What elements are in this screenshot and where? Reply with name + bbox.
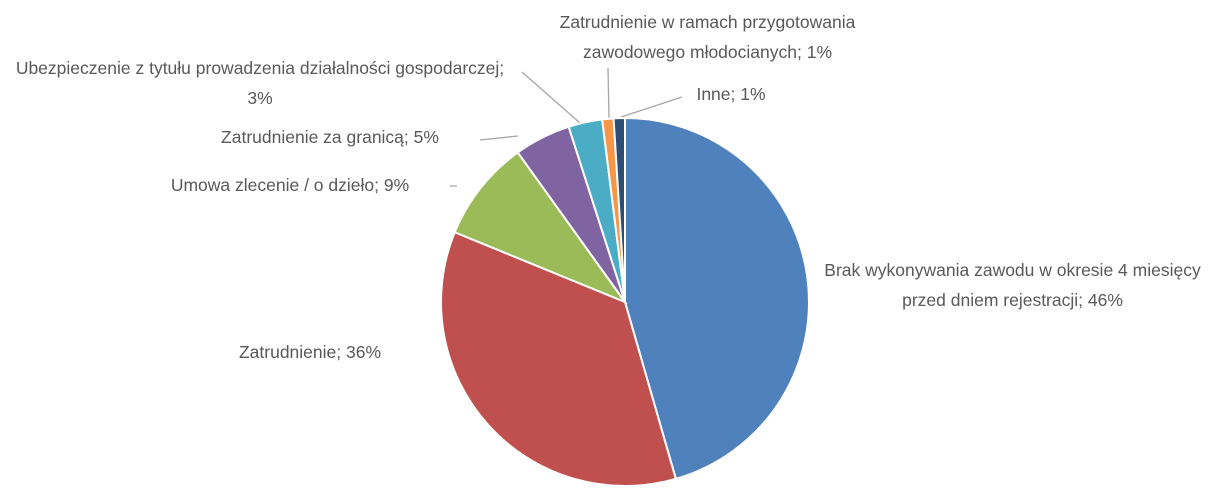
leader-line [607,67,610,119]
label-value: 9% [383,175,410,195]
data-label: Brak wykonywania zawodu w okresie 4 mies… [810,255,1215,315]
data-label: Zatrudnienie w ramach przygotowania zawo… [520,7,895,67]
leader-line [521,71,581,124]
pie-slice [440,230,678,487]
label-value: 46% [1087,290,1123,310]
pie-slice [624,116,810,481]
label-separator: ; [336,342,346,362]
label-separator: ; [374,175,384,195]
label-value: 1% [806,42,833,62]
label-category: Inne [696,84,731,104]
label-category: Brak wykonywania zawodu w okresie 4 mies… [824,260,1206,310]
label-category: Ubezpieczenie z tytułu prowadzenia dział… [15,58,500,78]
label-category: Zatrudnienie za granicą [221,127,404,147]
pie-slice [612,116,626,303]
leader-line [620,96,683,118]
label-separator: ; [403,127,414,147]
label-separator: ; [1078,290,1088,310]
label-separator: ; [797,42,807,62]
label-separator: ; [499,58,510,78]
data-label: Zatrudnienie za granicą; 5% [175,122,485,152]
label-separator: ; [730,84,741,104]
pie-slice [453,151,628,305]
label-category: Zatrudnienie w ramach przygotowania zawo… [559,12,861,62]
label-value: 3% [247,88,273,108]
leader-line [479,135,519,141]
data-label: Ubezpieczenie z tytułu prowadzenia dział… [5,53,515,113]
label-category: Umowa zlecenie / o dzieło [170,175,375,195]
label-category: Zatrudnienie [238,342,337,362]
data-label: Umowa zlecenie / o dzieło; 9% [120,170,460,200]
label-value: 5% [413,127,439,147]
label-value: 1% [740,84,766,104]
data-label: Zatrudnienie; 36% [200,337,420,367]
label-value: 36% [346,342,382,362]
data-label: Inne; 1% [676,79,786,109]
